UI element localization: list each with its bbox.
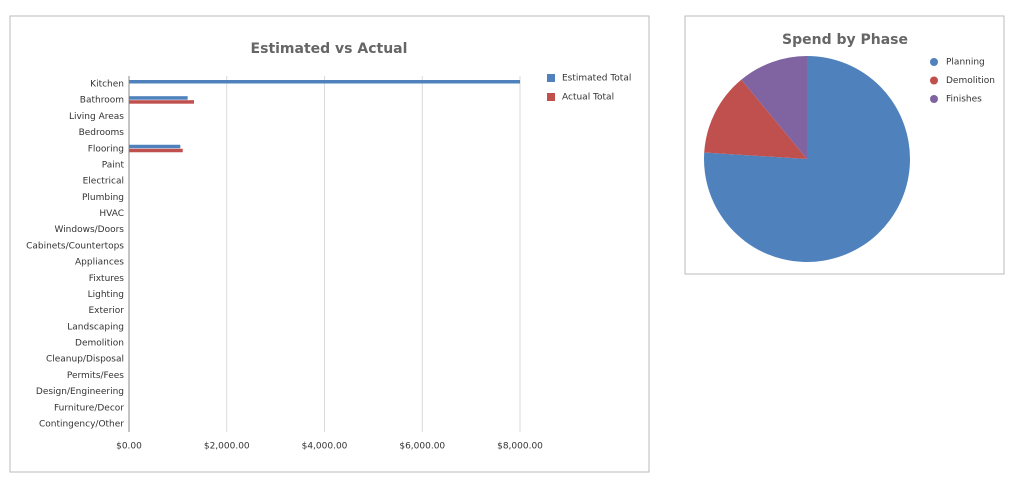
legend-swatch (930, 58, 938, 66)
bar (129, 144, 181, 149)
legend-label: Estimated Total (562, 74, 631, 84)
bar-panel (9, 15, 650, 473)
legend-label: Demolition (946, 76, 995, 86)
y-tick-label: Kitchen (90, 80, 124, 90)
y-tick-label: Furniture/Decor (54, 403, 124, 413)
bar (129, 148, 183, 153)
y-tick-label: Windows/Doors (54, 225, 124, 235)
y-tick-label: Design/Engineering (36, 387, 124, 397)
y-tick-label: Permits/Fees (67, 371, 124, 381)
x-tick-label: $4,000.00 (302, 442, 348, 452)
chart-title: Estimated vs Actual (251, 41, 408, 57)
y-tick-label: Flooring (88, 144, 124, 154)
legend-label: Planning (946, 58, 985, 68)
bar (129, 96, 188, 100)
legend-label: Actual Total (562, 93, 614, 103)
y-tick-label: Cleanup/Disposal (46, 355, 124, 365)
legend-swatch (547, 93, 555, 101)
y-tick-label: Electrical (83, 177, 124, 187)
bar (129, 80, 520, 84)
y-tick-label: Fixtures (89, 274, 125, 284)
x-tick-label: $8,000.00 (497, 442, 543, 452)
y-tick-label: HVAC (99, 209, 124, 219)
x-tick-label: $2,000.00 (204, 442, 250, 452)
legend-label: Finishes (946, 95, 982, 105)
y-tick-label: Exterior (89, 306, 125, 316)
bar (129, 100, 195, 104)
y-tick-label: Landscaping (67, 322, 124, 332)
y-tick-label: Plumbing (82, 193, 124, 203)
y-tick-label: Cabinets/Countertops (26, 241, 124, 251)
y-tick-label: Bedrooms (79, 128, 125, 138)
legend-swatch (547, 74, 555, 82)
y-tick-label: Paint (102, 160, 125, 170)
pie-slice (704, 79, 807, 159)
legend-swatch (930, 95, 938, 103)
y-tick-label: Lighting (88, 290, 124, 300)
legend-swatch (930, 76, 938, 85)
pie-slice (704, 56, 911, 262)
y-tick-label: Contingency/Other (39, 420, 124, 430)
y-tick-label: Living Areas (69, 112, 124, 122)
pie-slice (741, 56, 807, 159)
y-tick-label: Bathroom (80, 96, 124, 106)
chart-title: Spend by Phase (782, 32, 908, 48)
y-tick-label: Appliances (75, 258, 124, 268)
x-tick-label: $6,000.00 (399, 442, 445, 452)
y-tick-label: Demolition (75, 339, 124, 349)
x-tick-label: $0.00 (116, 442, 142, 452)
